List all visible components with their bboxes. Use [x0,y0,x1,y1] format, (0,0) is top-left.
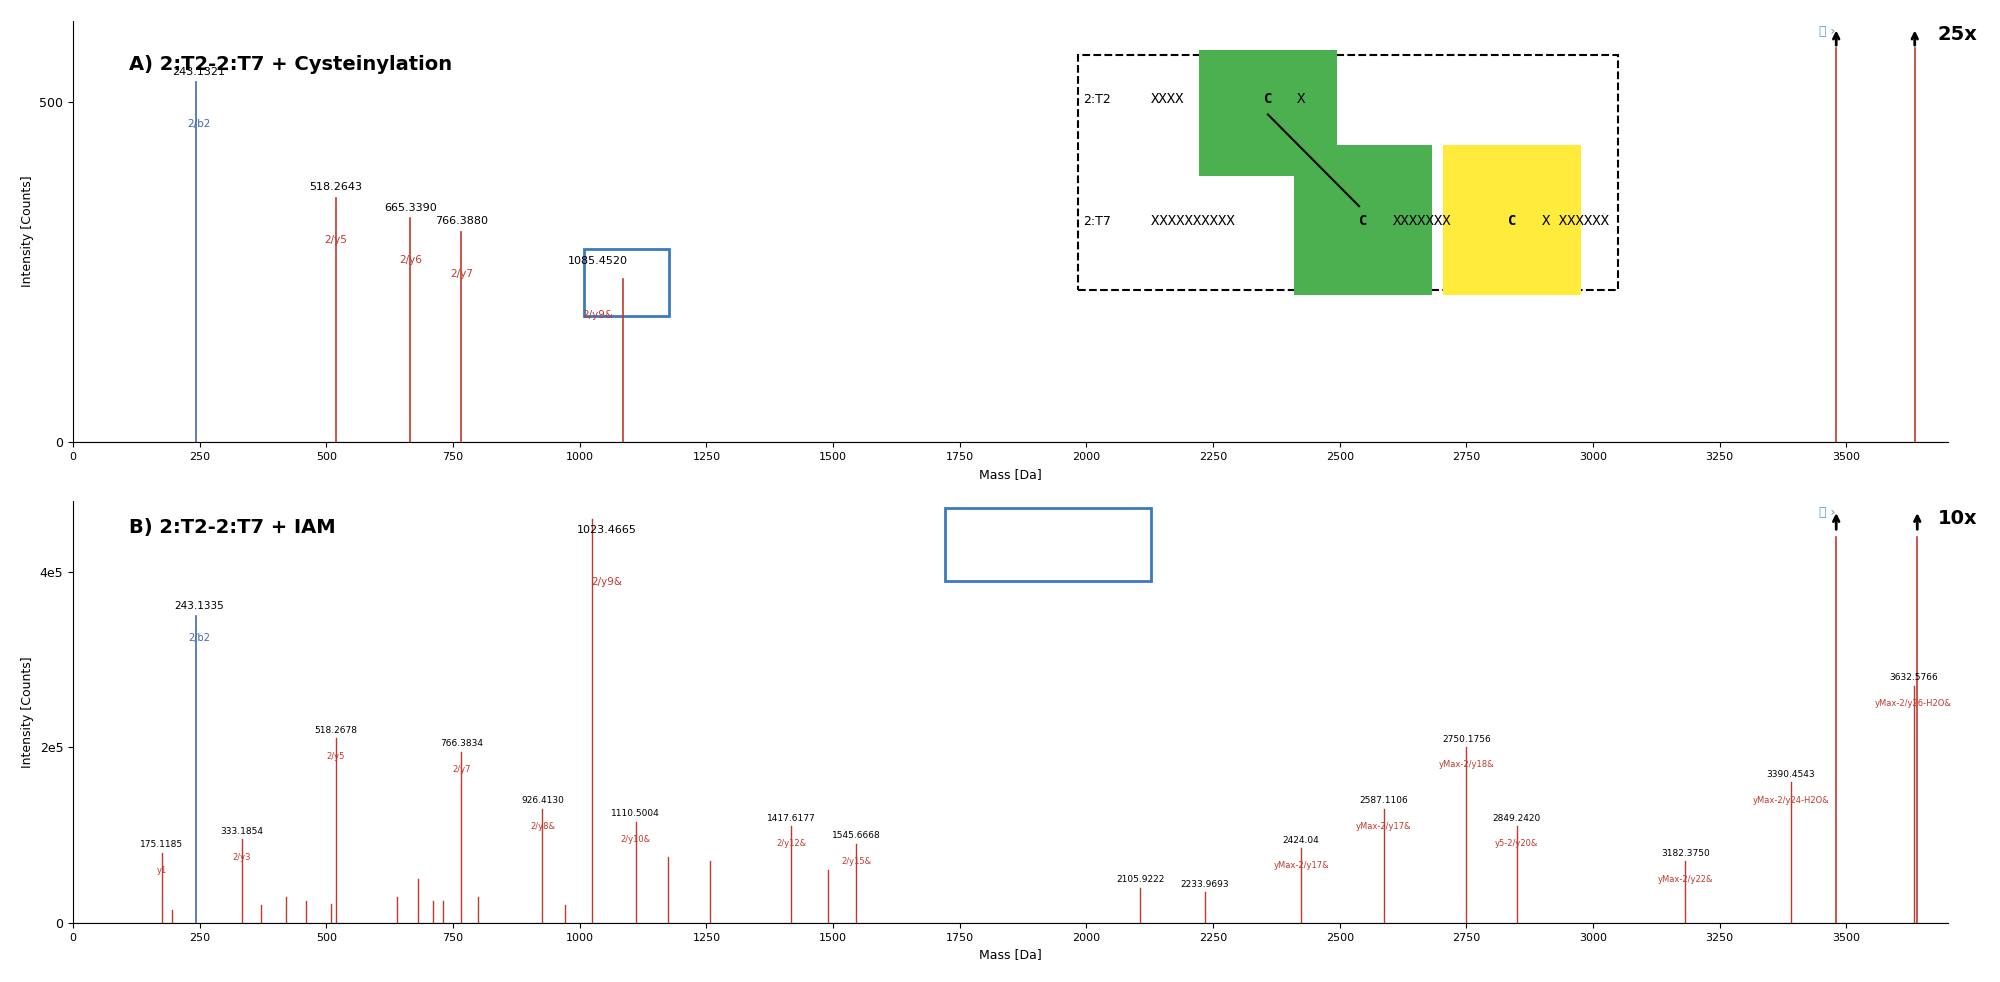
Text: 518.2643: 518.2643 [310,182,362,192]
Text: 2/y5: 2/y5 [324,235,348,245]
Text: 665.3390: 665.3390 [384,202,436,212]
Text: 2/b2: 2/b2 [188,633,210,643]
Text: B) 2:T2-2:T7 + IAM: B) 2:T2-2:T7 + IAM [130,518,336,537]
Text: 2233.9693: 2233.9693 [1180,880,1230,889]
Text: yMax-2/y17&: yMax-2/y17& [1356,822,1412,831]
X-axis label: Mass [Da]: Mass [Da] [980,949,1042,961]
Text: 2/y7: 2/y7 [452,765,470,774]
Text: 2/y9&: 2/y9& [582,309,614,320]
Text: yMax-2/y22&: yMax-2/y22& [1658,875,1714,884]
Text: 2/y7: 2/y7 [450,269,472,279]
Text: 243.1335: 243.1335 [174,601,224,611]
Text: ⬧ ›: ⬧ › [1818,26,1836,38]
Text: 766.3880: 766.3880 [434,216,488,226]
Text: yMax-2/y17&: yMax-2/y17& [1274,861,1330,870]
Text: 3182.3750: 3182.3750 [1662,848,1710,858]
Text: 1023.4665: 1023.4665 [576,525,636,535]
Text: 1110.5004: 1110.5004 [612,809,660,818]
Text: 25x: 25x [1938,25,1978,44]
Text: 10x: 10x [1938,510,1978,528]
Text: 2/y15&: 2/y15& [842,857,872,866]
Text: 2/y8&: 2/y8& [530,822,554,831]
Text: 3390.4543: 3390.4543 [1766,770,1816,779]
Text: 926.4130: 926.4130 [522,796,564,805]
Text: 2/y9&: 2/y9& [592,577,622,587]
Text: 2849.2420: 2849.2420 [1492,814,1540,823]
Text: 1085.4520: 1085.4520 [568,255,628,265]
Text: 2/y5: 2/y5 [326,751,344,761]
Text: 2/y10&: 2/y10& [620,835,650,845]
Text: 2424.04: 2424.04 [1282,836,1320,845]
Text: yMax-2/y24-H2O&: yMax-2/y24-H2O& [1752,795,1830,804]
Text: 2/y3: 2/y3 [232,852,252,861]
Y-axis label: Intensity [Counts]: Intensity [Counts] [20,176,34,288]
Text: 518.2678: 518.2678 [314,726,358,735]
Text: 2587.1106: 2587.1106 [1360,796,1408,805]
X-axis label: Mass [Da]: Mass [Da] [980,467,1042,480]
Text: yMax-2/y18&: yMax-2/y18& [1438,760,1494,770]
Text: 333.1854: 333.1854 [220,827,264,836]
Text: 1417.6177: 1417.6177 [766,814,816,823]
Text: 2/y6: 2/y6 [398,255,422,265]
Text: 766.3834: 766.3834 [440,739,482,748]
Text: y1: y1 [156,866,166,875]
Text: 2/b2: 2/b2 [188,120,210,130]
Text: A) 2:T2-2:T7 + Cysteinylation: A) 2:T2-2:T7 + Cysteinylation [130,55,452,74]
Text: 2105.9222: 2105.9222 [1116,875,1164,884]
Text: 3632.5766: 3632.5766 [1890,674,1938,682]
Text: 243.1321: 243.1321 [172,67,226,77]
Text: y5-2/y20&: y5-2/y20& [1494,840,1538,848]
Text: yMax-2/y26-H2O&: yMax-2/y26-H2O& [1876,699,1952,708]
Text: 175.1185: 175.1185 [140,841,184,849]
Text: 1545.6668: 1545.6668 [832,832,880,841]
Y-axis label: Intensity [Counts]: Intensity [Counts] [22,656,34,768]
Text: 2/y12&: 2/y12& [776,840,806,848]
Text: 2750.1756: 2750.1756 [1442,735,1490,743]
Text: ⬧ ›: ⬧ › [1818,506,1836,518]
